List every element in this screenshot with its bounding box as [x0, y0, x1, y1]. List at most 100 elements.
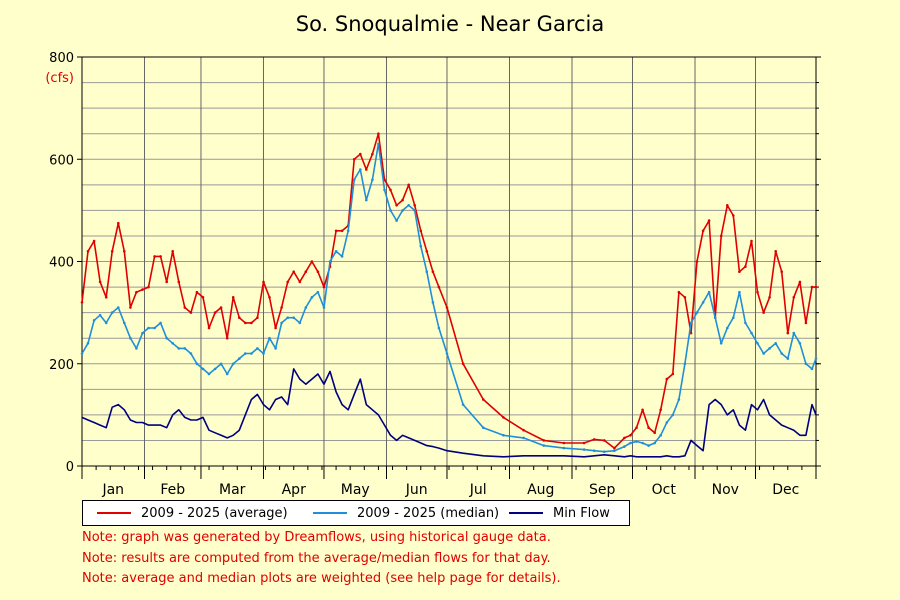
series-point — [213, 311, 217, 314]
series-point — [738, 290, 741, 294]
series-point — [286, 316, 290, 320]
series-point — [359, 152, 362, 156]
series-point — [86, 250, 90, 253]
legend-item: 2009 - 2025 (median) — [313, 501, 499, 525]
series-point — [80, 301, 84, 304]
series-point — [814, 357, 818, 360]
series-point — [695, 260, 699, 263]
series-point — [623, 436, 626, 440]
series-point — [804, 321, 808, 325]
chart-title: So. Snoqualmie - Near Garcia — [295, 12, 605, 36]
series-point — [244, 352, 247, 355]
series-point — [207, 372, 211, 376]
note-2: Note: results are computed from the aver… — [82, 551, 551, 566]
series-point — [502, 416, 505, 419]
series-point — [592, 449, 596, 453]
series-point — [153, 326, 156, 330]
series-point — [677, 398, 681, 401]
series-point — [183, 306, 187, 309]
series-point — [707, 219, 711, 222]
series-point — [445, 352, 449, 355]
series-point — [256, 316, 259, 320]
series-point — [304, 270, 308, 274]
series-point — [629, 434, 632, 437]
series-point — [195, 290, 199, 294]
note-1: Note: graph was generated by Dreamflows,… — [82, 530, 551, 545]
series-point — [352, 178, 356, 181]
series-point — [104, 321, 108, 325]
series-point — [635, 426, 638, 430]
series-point — [726, 326, 729, 330]
y-tick-label: 800 — [49, 51, 74, 66]
series-point — [371, 152, 374, 156]
x-tick-label: Apr — [282, 482, 306, 498]
series-point — [123, 321, 126, 325]
legend-item: Min Flow — [509, 501, 610, 525]
series-point — [445, 306, 449, 309]
series-point — [268, 296, 271, 299]
series-point — [762, 311, 765, 314]
series-point — [603, 450, 606, 454]
series-point — [786, 357, 790, 360]
y-tick-label: 200 — [49, 358, 74, 373]
series-point — [562, 446, 566, 450]
series-point — [322, 285, 326, 289]
series-point — [80, 352, 84, 355]
series-point — [683, 362, 687, 366]
series-point — [641, 441, 644, 445]
series-point — [171, 342, 174, 345]
series-point — [129, 336, 132, 340]
series-point — [389, 188, 392, 192]
series-point — [244, 321, 247, 325]
x-tick-label: Nov — [712, 482, 739, 498]
x-tick-label: May — [341, 482, 370, 498]
series-point — [756, 290, 759, 294]
series-point — [419, 229, 423, 233]
series-point — [425, 270, 429, 274]
series-point — [268, 336, 271, 340]
series-point — [171, 250, 174, 253]
x-tick-label: Sep — [589, 482, 616, 498]
series-point — [316, 290, 320, 294]
series-point — [298, 321, 302, 325]
series-point — [719, 342, 723, 345]
series-point — [431, 301, 435, 304]
series-point — [135, 290, 138, 294]
series-point — [665, 377, 669, 381]
series-point — [352, 158, 356, 161]
series-point — [744, 321, 747, 325]
series-point — [86, 342, 90, 345]
series-point — [689, 321, 693, 325]
series-point — [219, 306, 223, 309]
series-point — [804, 362, 808, 366]
x-tick-label: Feb — [160, 482, 185, 498]
series-point — [365, 198, 368, 202]
series-point — [792, 331, 796, 335]
series-point — [401, 209, 404, 212]
series-point — [750, 331, 753, 335]
series-point — [582, 448, 586, 451]
series-point — [207, 326, 211, 330]
series-point — [334, 229, 338, 233]
series-point — [165, 280, 168, 284]
series-point — [431, 270, 435, 274]
series-point — [407, 183, 411, 187]
x-tick-label: Aug — [527, 482, 554, 498]
series-point — [304, 306, 308, 309]
series-point — [238, 357, 241, 360]
series-point — [562, 441, 566, 445]
series-point — [461, 362, 465, 366]
series-point — [334, 250, 338, 253]
series-point — [316, 270, 320, 274]
series-point — [786, 331, 790, 335]
series-point — [238, 316, 241, 320]
series-point — [340, 255, 344, 258]
series-point — [141, 288, 144, 291]
series-point — [117, 221, 120, 225]
series-point — [774, 342, 777, 345]
series-point — [383, 188, 386, 192]
series-line-1 — [81, 143, 817, 453]
series-point — [250, 352, 253, 355]
series-point — [231, 296, 235, 299]
chart-legend: 2009 - 2025 (average) 2009 - 2025 (median… — [82, 500, 630, 526]
